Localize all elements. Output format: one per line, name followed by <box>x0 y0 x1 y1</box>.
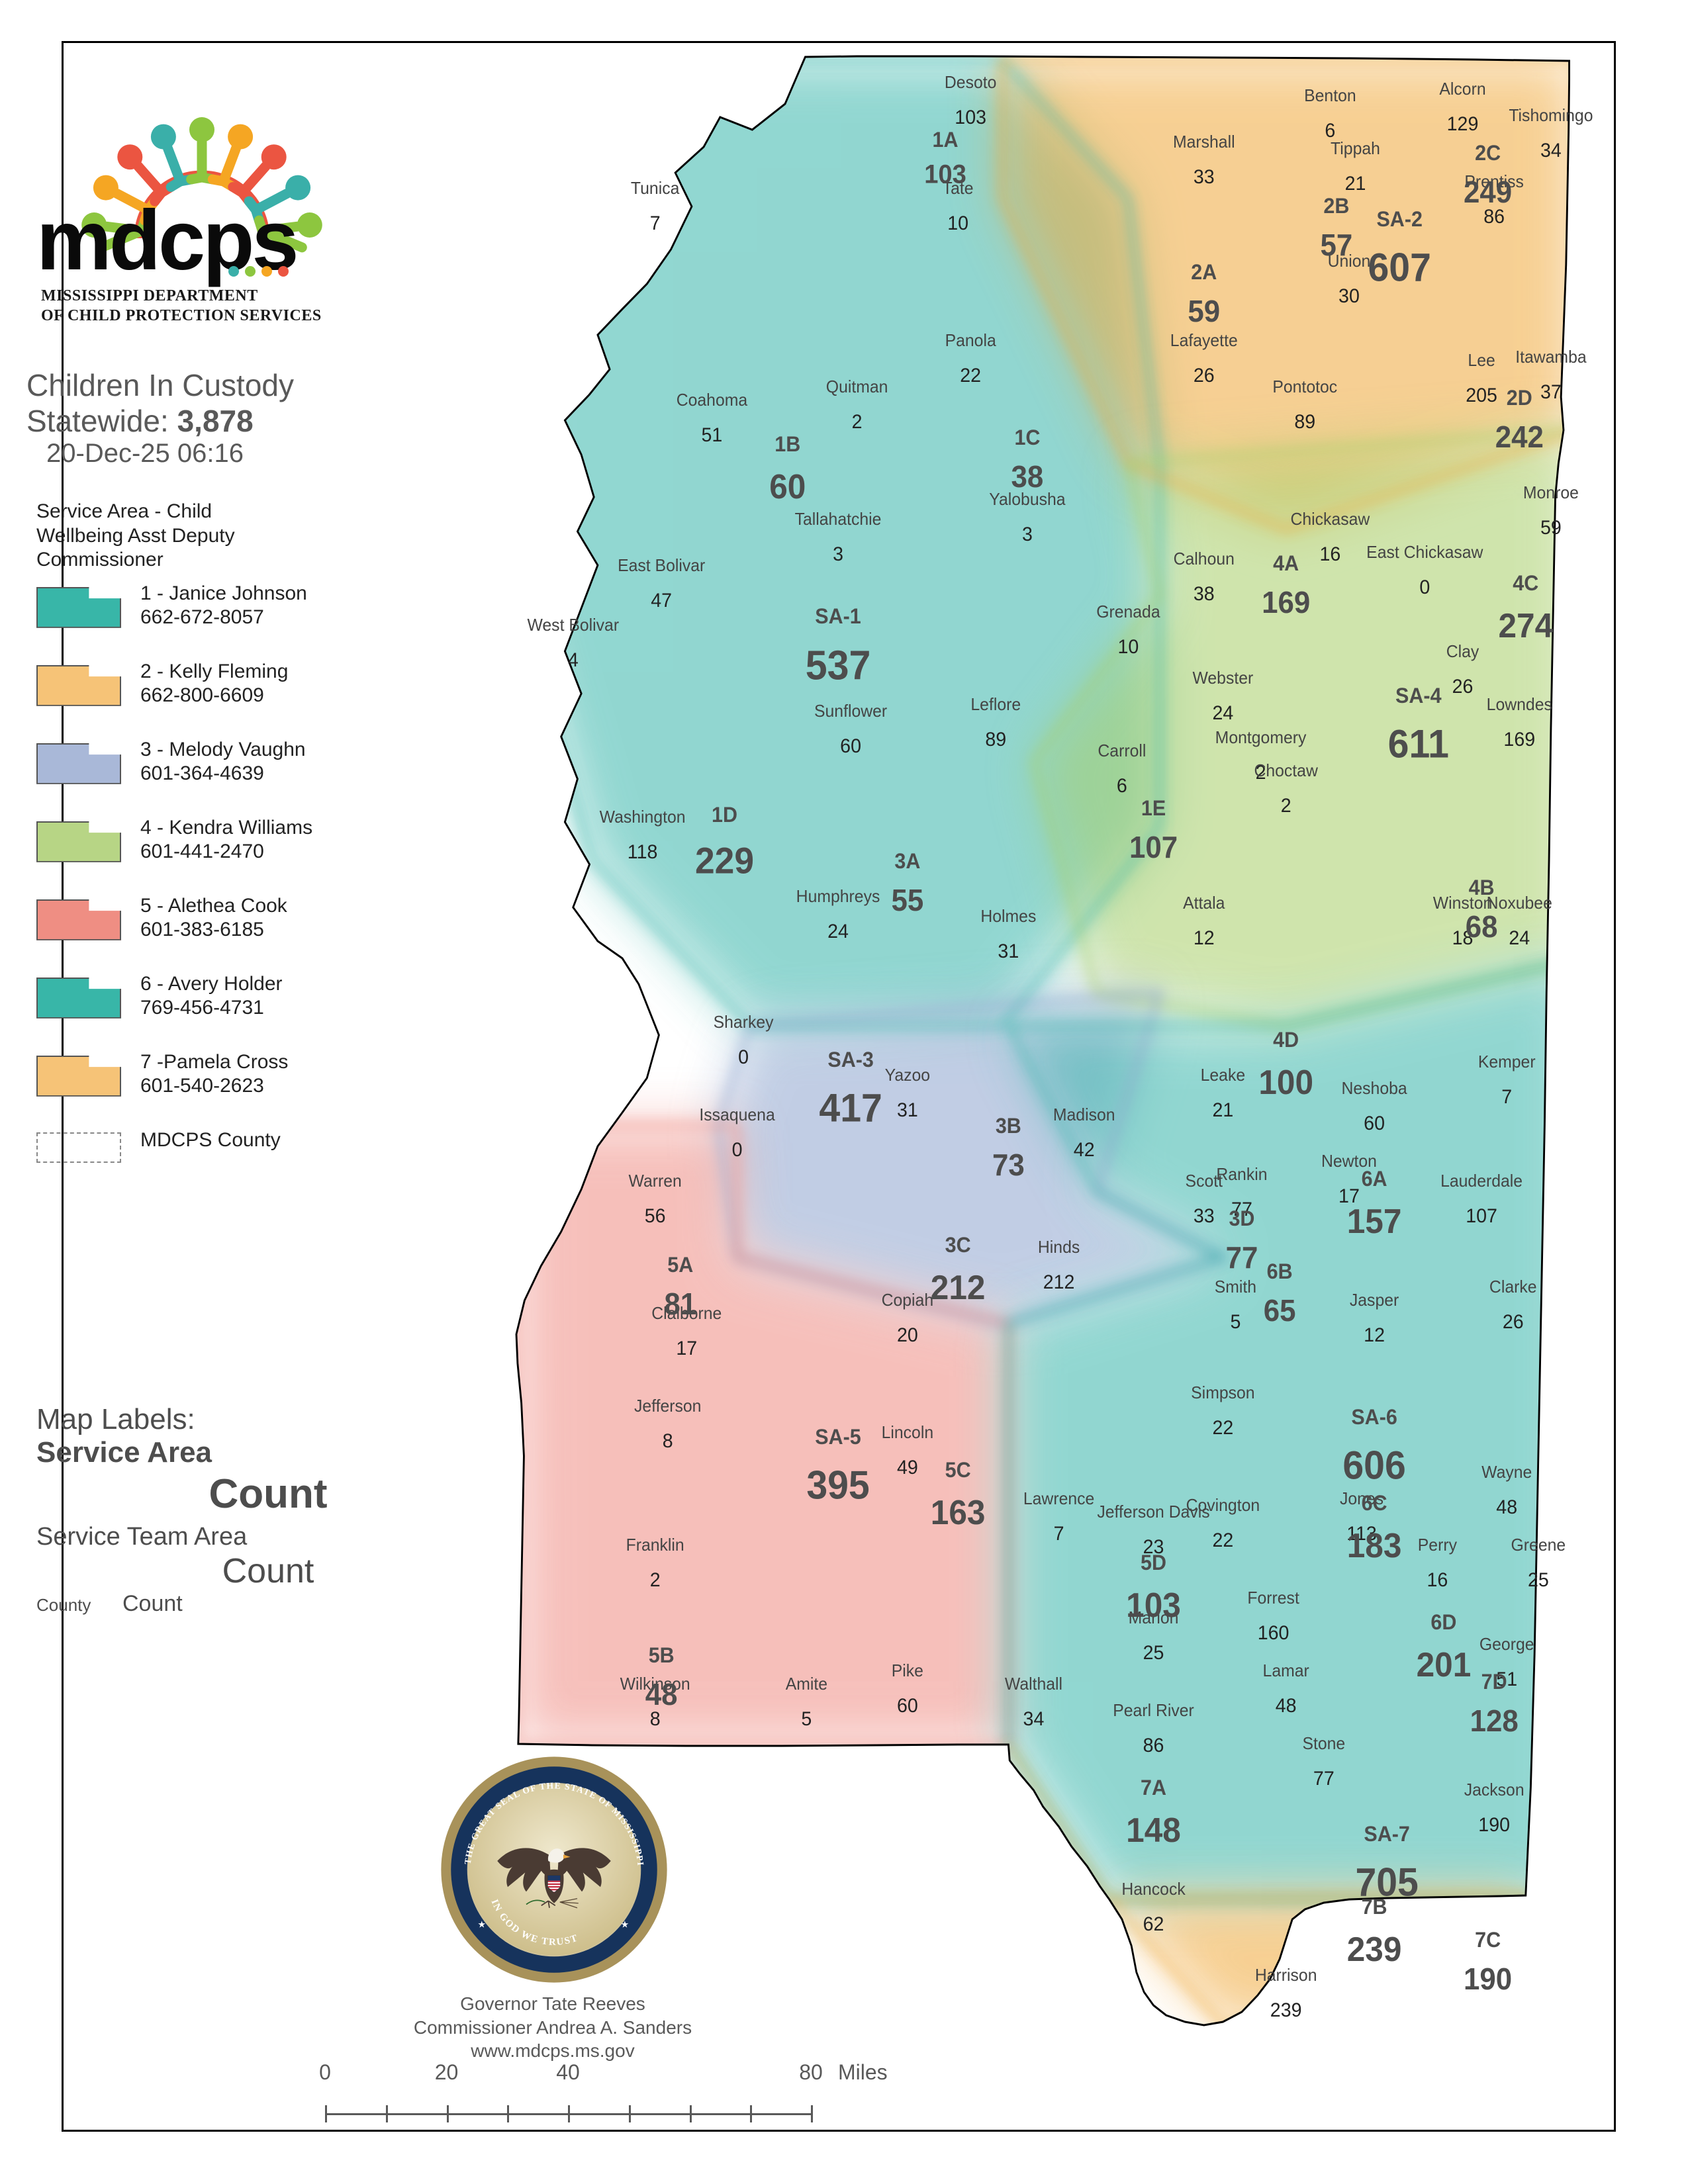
svg-text:★: ★ <box>621 1919 630 1930</box>
svg-text:★: ★ <box>478 1919 487 1930</box>
